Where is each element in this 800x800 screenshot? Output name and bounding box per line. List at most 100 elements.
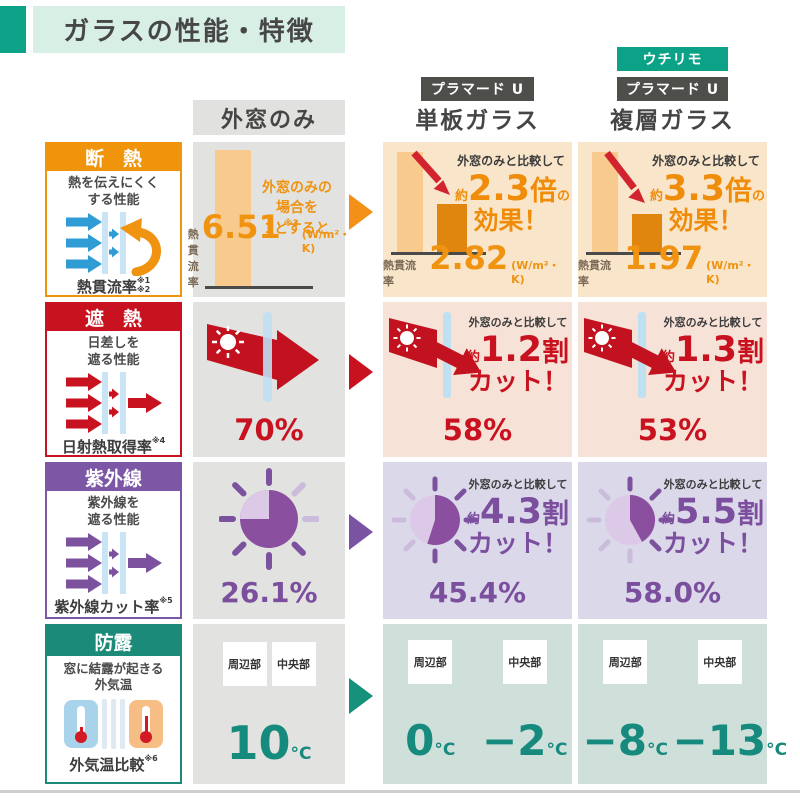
bar-improved xyxy=(437,204,467,252)
thermometer-icon xyxy=(47,694,180,755)
row-dew-title: 防露 xyxy=(47,626,180,656)
sun-arrow-glass-graphic xyxy=(389,312,482,398)
row-insulation-title: 断 熱 xyxy=(47,144,180,171)
tag-center: 中央部 xyxy=(271,642,316,686)
insulation-double-cell: 外窓のみと比較して 約3.3倍の 効果！ 熱貫流率 1.97 (W/m²・K) xyxy=(578,142,767,297)
compare-note: 外窓のみと比較して xyxy=(468,478,568,491)
dew-double-center-group: 中央部 −13°C xyxy=(673,624,788,784)
bar-baseline xyxy=(586,252,681,255)
temp-number: −2 xyxy=(482,716,547,765)
dew-double-edge-group: 周辺部 −8°C xyxy=(578,624,673,784)
glass-pane-bar xyxy=(120,698,125,749)
uvalue-label: 熱貫流率 xyxy=(187,228,199,289)
uv-double-value: 58.0% xyxy=(623,576,722,609)
approx: 約 xyxy=(467,512,481,527)
uvalue-label: 熱貫流率 xyxy=(383,259,416,288)
page-title: ガラスの性能・特徴 xyxy=(63,17,315,47)
sun-arrow-glass-graphic xyxy=(207,312,319,402)
effect-text: カット！ xyxy=(467,529,568,558)
flow-arrow-icon-shading xyxy=(349,354,373,390)
factor-value: 5.5 xyxy=(675,492,738,532)
uvalue-number: 2.82 xyxy=(429,239,509,277)
temp-unit: °C xyxy=(766,740,788,760)
uvalue-number: 1.97 xyxy=(624,239,704,277)
sun-pie-icon xyxy=(219,468,319,570)
tag-center: 中央部 xyxy=(697,640,742,684)
metric-ref-5: ※5 xyxy=(159,595,173,605)
approx: 約 xyxy=(662,350,676,365)
row-shading-metric-label: 日射熱取得率 xyxy=(61,437,152,456)
insulation-base-note: 外窓のみの 場合を 1とすると xyxy=(251,178,343,239)
tag-edge: 周辺部 xyxy=(222,642,267,686)
sun-arrow-glass-graphic xyxy=(584,312,677,398)
shading-double-cell: 外窓のみと比較して 約1.3割 カット！ 53% xyxy=(578,302,767,457)
factor-unit: 割 xyxy=(737,337,765,368)
dew-double-center-value: −13°C xyxy=(673,720,788,762)
row-insulation-metric-label: 熱貫流率 xyxy=(76,277,137,296)
approx: 約 xyxy=(467,350,481,365)
column-header-base: 外窓のみ xyxy=(193,100,345,135)
row-uv-desc: 紫外線を 遮る性能 xyxy=(47,496,180,530)
shading-base-value: 70% xyxy=(234,413,304,447)
uv-double-text: 外窓のみと比較して 約5.5割 カット！ xyxy=(662,476,764,558)
glass-pane-bar xyxy=(111,698,116,749)
compare-note: 外窓のみと比較して xyxy=(663,478,763,491)
sun-pie-icon xyxy=(391,476,479,564)
insulation-double-value-line: 熱貫流率 1.97 (W/m²・K) xyxy=(578,242,767,289)
shading-double-value: 53% xyxy=(637,413,708,447)
factor-value: 4.3 xyxy=(480,492,543,532)
factor-unit: 割 xyxy=(542,337,570,368)
temp-number: 0 xyxy=(405,716,435,765)
insulation-base-value-line: 熱貫流率 6.51 ※3 (W/m²・K) xyxy=(188,211,350,290)
insulation-double-text: 外窓のみと比較して 約3.3倍の 効果！ xyxy=(650,152,765,235)
bar-baseline xyxy=(391,252,486,255)
dew-base-value: 10°C xyxy=(193,720,345,766)
row-insulation-metric: 熱貫流率※1 ※2 xyxy=(47,276,180,304)
uvalue-unit: (W/m²・K) xyxy=(511,259,560,286)
bar-base-small xyxy=(592,152,618,252)
row-uv-desc-line1: 紫外線を xyxy=(87,496,140,511)
metric-ref-1: ※1 xyxy=(136,275,151,285)
row-insulation-label-box: 断 熱 熱を伝えにくく する性能 熱貫流率※1 ※2 xyxy=(45,142,182,297)
shading-single-value: 58% xyxy=(442,413,513,447)
shading-single-cell: 外窓のみと比較して 約1.2割 カット！ 58% xyxy=(383,302,572,457)
approx: 約 xyxy=(662,512,676,527)
row-uv-metric-label: 紫外線カット率 xyxy=(54,597,160,616)
row-uv-metric: 紫外線カット率※5 xyxy=(47,596,180,624)
approx: 約 xyxy=(650,189,664,204)
row-shading-desc-line2: 遮る性能 xyxy=(87,352,140,368)
temp-unit: °C xyxy=(546,740,568,760)
shading-single-text: 外窓のみと比較して 約1.2割 カット！ xyxy=(467,314,569,396)
badge-plamado-u-single: プラマード U xyxy=(421,77,534,101)
row-uv-label-box: 紫外線 紫外線を 遮る性能 紫外線カット率※5 xyxy=(45,462,182,619)
temp-number: −8 xyxy=(582,716,647,765)
row-shading-label-box: 遮 熱 日差しを 遮る性能 日射熱取得率※4 xyxy=(45,302,182,457)
down-arrow-icon xyxy=(411,150,450,195)
dew-single-center-group: 中央部 −2°C xyxy=(478,624,573,784)
factor-value: 2.3 xyxy=(468,169,531,209)
row-shading-desc: 日差しを 遮る性能 xyxy=(47,336,180,370)
factor-unit: 倍 xyxy=(530,176,558,207)
bar-base-small xyxy=(397,152,423,252)
row-shading-desc-line1: 日差しを xyxy=(87,336,140,351)
tag-edge: 周辺部 xyxy=(603,640,648,684)
temp-unit: °C xyxy=(434,740,456,760)
sun-pie-icon xyxy=(586,476,674,564)
insulation-single-value-line: 熱貫流率 2.82 (W/m²・K) xyxy=(383,242,572,289)
effect-text: カット！ xyxy=(662,529,763,558)
flow-arrow-icon-uv xyxy=(349,514,373,550)
dew-base-tags: 周辺部 中央部 xyxy=(193,642,345,686)
column-header-single: 単板ガラス xyxy=(415,108,540,134)
compare-note: 外窓のみと比較して xyxy=(457,154,565,168)
temp-number: −13 xyxy=(672,716,767,765)
row-dew-desc-line2: 外気温 xyxy=(94,677,133,693)
row-dew-desc-line1: 窓に結露が起きる xyxy=(63,661,164,676)
effect-text: 効果！ xyxy=(668,206,744,235)
row-shading-title: 遮 熱 xyxy=(47,304,180,331)
compare-note: 外窓のみと比較して xyxy=(663,316,763,329)
row-insulation-desc: 熱を伝えにくく する性能 xyxy=(47,176,180,210)
shading-double-text: 外窓のみと比較して 約1.3割 カット！ xyxy=(662,314,764,396)
row-dew-desc: 窓に結露が起きる 外気温 xyxy=(47,661,180,694)
metric-ref-2: ※2 xyxy=(136,285,151,295)
dew-base-cell: 周辺部 中央部 10°C xyxy=(193,624,345,784)
